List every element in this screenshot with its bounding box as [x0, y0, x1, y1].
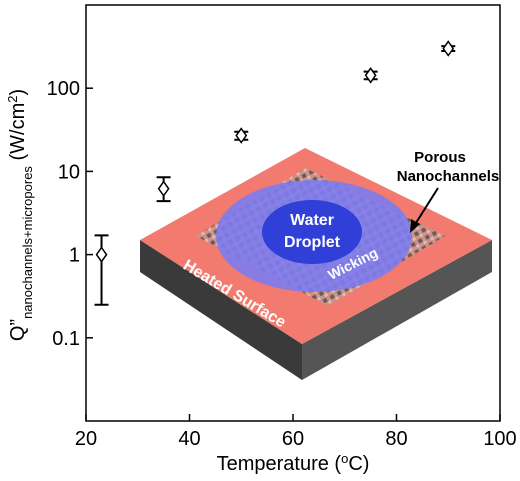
label-part: (W/cm [7, 103, 29, 166]
slab-right-side [302, 240, 492, 380]
x-tick-label: 20 [75, 428, 97, 450]
label-part: C) [348, 453, 369, 475]
y-tick-label: 100 [47, 78, 80, 100]
label-part: nanochannels+micropores [20, 166, 35, 319]
slab-left-side [140, 240, 302, 380]
y-tick-label: 1 [69, 245, 80, 267]
x-tick-label: 100 [483, 428, 516, 450]
marker [235, 127, 248, 144]
label-part: Q” [7, 319, 29, 341]
marker [442, 40, 455, 57]
annotation: Water [290, 212, 334, 229]
annotation: Droplet [284, 234, 341, 251]
label-part: ) [7, 89, 29, 96]
x-tick-label: 40 [178, 428, 200, 450]
arrow [413, 187, 439, 227]
arrow-head [410, 219, 420, 233]
annotation: Nanochannels [397, 168, 500, 185]
label-part: Temperature ( [217, 453, 342, 475]
inset-illustration: Water Droplet Wicking Heated Surface Por… [140, 148, 499, 380]
x-axis-label: Temperature (oC) [217, 451, 370, 476]
label-part: 2 [5, 96, 20, 103]
x-tick-label: 80 [385, 428, 407, 450]
y-tick-label: 10 [58, 161, 80, 183]
marker [364, 66, 377, 84]
water-droplet [262, 200, 362, 264]
label-part: o [341, 451, 348, 466]
y-tick-label: 0.1 [52, 328, 80, 350]
y-axis-label: Q”nanochannels+micropores (W/cm2) [5, 89, 35, 341]
error-bar [94, 234, 109, 306]
annotation: Porous [414, 149, 466, 166]
marker [95, 246, 108, 263]
marker [157, 180, 170, 197]
x-tick-label: 60 [282, 428, 304, 450]
